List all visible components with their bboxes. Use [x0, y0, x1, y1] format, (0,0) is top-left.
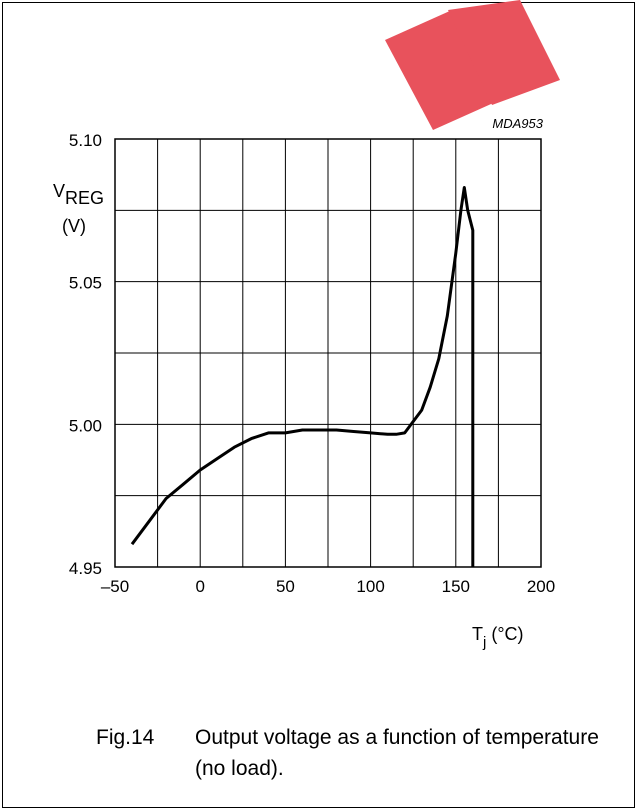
y-axis-label-sub: REG	[65, 188, 104, 208]
y-tick-label: 5.10	[69, 131, 102, 150]
y-tick-label: 5.05	[69, 274, 102, 293]
figure-caption: Fig.14 Output voltage as a function of te…	[96, 722, 626, 784]
svg-text:VREG: VREG	[53, 181, 104, 208]
figure-number: Fig.14	[96, 726, 155, 749]
plot-area	[114, 138, 542, 568]
x-tick-label: 150	[442, 577, 470, 596]
y-axis-label-main: V	[53, 181, 65, 201]
figure-code: MDA953	[492, 116, 543, 131]
grid	[115, 139, 541, 567]
vreg-series-line	[130, 186, 475, 567]
x-tick-label: –50	[101, 577, 129, 596]
x-tick-label: 50	[276, 577, 295, 596]
x-axis-label-main: T	[472, 624, 483, 644]
x-tick-label: 0	[195, 577, 204, 596]
watermark-logo	[385, 0, 560, 130]
x-tick-label: 100	[356, 577, 384, 596]
y-axis-label: VREG (V)	[53, 181, 104, 236]
y-axis-unit: (V)	[62, 216, 86, 236]
x-tick-label: 200	[527, 577, 555, 596]
x-axis-label-unit: (°C)	[486, 624, 523, 644]
y-tick-label: 4.95	[69, 559, 102, 578]
x-axis-ticks: –50 0 50 100 150 200	[101, 577, 555, 596]
y-tick-label: 5.00	[69, 416, 102, 435]
x-axis-label-sub: j	[482, 634, 486, 651]
x-axis-label: Tj (°C)	[472, 624, 524, 651]
svg-text:Tj (°C): Tj (°C)	[472, 624, 524, 651]
y-axis-ticks: 4.95 5.00 5.05 5.10	[69, 131, 102, 578]
figure-caption-text: Output voltage as a function of temperat…	[195, 726, 599, 780]
